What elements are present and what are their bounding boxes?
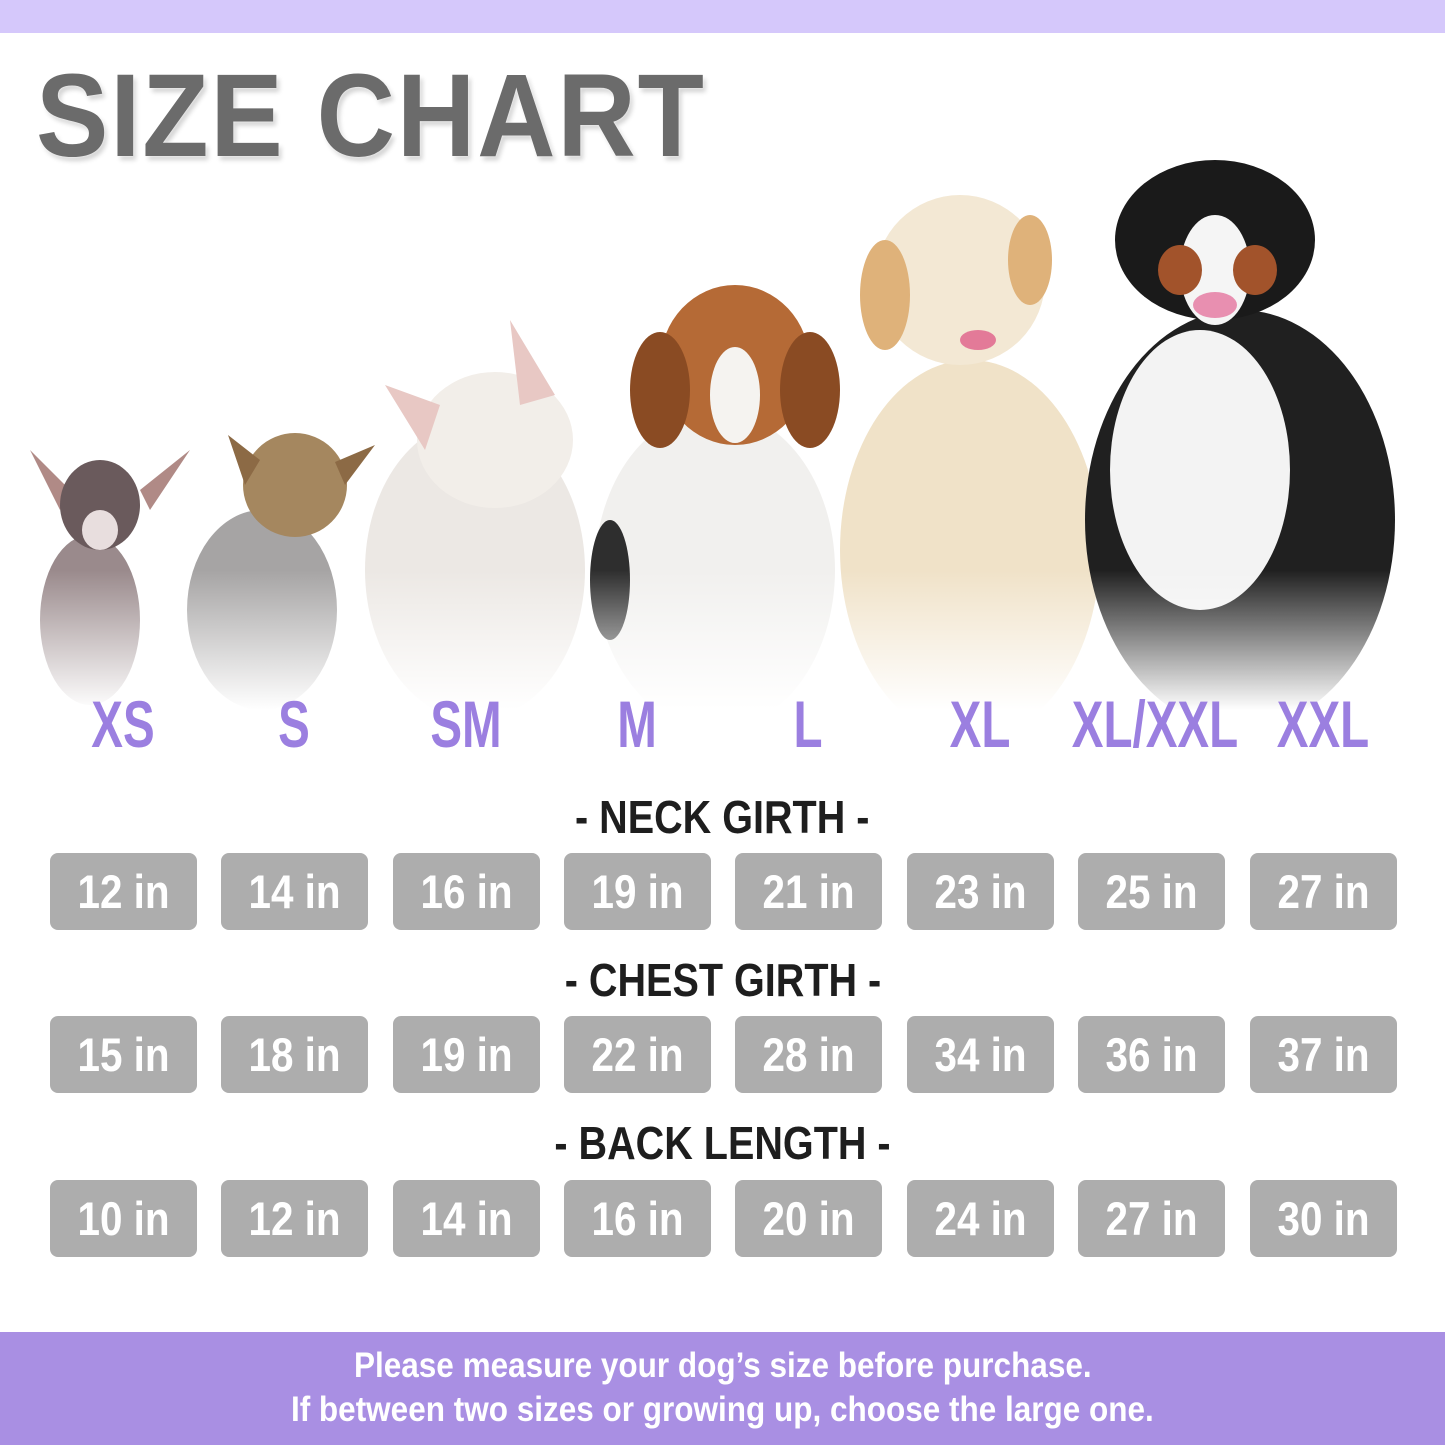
measurement-value: 10 in <box>77 1192 170 1245</box>
measurement-value: 37 in <box>1277 1028 1370 1081</box>
measurement-cell: 12 in <box>221 1180 368 1257</box>
measurement-value: 27 in <box>1105 1192 1198 1245</box>
measurement-value: 19 in <box>591 865 684 918</box>
measurement-cell: 28 in <box>735 1016 882 1093</box>
measurement-cell: 19 in <box>393 1016 540 1093</box>
measurement-value: 25 in <box>1105 865 1198 918</box>
measurement-cell: 21 in <box>735 853 882 930</box>
measurement-value: 16 in <box>591 1192 684 1245</box>
measurement-value: 12 in <box>248 1192 341 1245</box>
measurement-value: 23 in <box>934 865 1027 918</box>
size-label: XL/XXL <box>1071 687 1239 761</box>
measurement-value: 14 in <box>248 865 341 918</box>
measurement-cell: 23 in <box>907 853 1054 930</box>
measurement-cell: 14 in <box>221 853 368 930</box>
top-band <box>0 0 1445 33</box>
footer-line-1: Please measure your dog’s size before pu… <box>353 1346 1092 1385</box>
measurement-value: 28 in <box>762 1028 855 1081</box>
measurement-value: 18 in <box>248 1028 341 1081</box>
measurement-value: 22 in <box>591 1028 684 1081</box>
measurement-value: 16 in <box>420 865 513 918</box>
measurement-value: 36 in <box>1105 1028 1198 1081</box>
measurement-value: 34 in <box>934 1028 1027 1081</box>
row-heading: - NECK GIRTH - <box>0 790 1445 844</box>
measurement-cell: 19 in <box>564 853 711 930</box>
measurement-value: 20 in <box>762 1192 855 1245</box>
measurement-cell: 30 in <box>1250 1180 1397 1257</box>
measurement-value: 27 in <box>1277 865 1370 918</box>
measurement-value: 14 in <box>420 1192 513 1245</box>
size-label: M <box>617 687 657 761</box>
footer-note: Please measure your dog’s size before pu… <box>0 1332 1445 1445</box>
size-label: XL <box>949 687 1011 761</box>
row-heading-text: - CHEST GIRTH - <box>564 954 881 1006</box>
measurement-cell: 22 in <box>564 1016 711 1093</box>
measurement-cell: 24 in <box>907 1180 1054 1257</box>
measurement-cell: 27 in <box>1250 853 1397 930</box>
measurement-value: 24 in <box>934 1192 1027 1245</box>
measurement-cell: 16 in <box>564 1180 711 1257</box>
size-label: XXL <box>1276 687 1370 761</box>
size-label: XS <box>91 687 155 761</box>
measurement-cell: 14 in <box>393 1180 540 1257</box>
row-heading: - CHEST GIRTH - <box>0 953 1445 1007</box>
measurement-cell: 15 in <box>50 1016 197 1093</box>
measurement-cell: 37 in <box>1250 1016 1397 1093</box>
measurement-cell: 10 in <box>50 1180 197 1257</box>
measurement-cell: 34 in <box>907 1016 1054 1093</box>
measurement-value: 19 in <box>420 1028 513 1081</box>
size-label: S <box>278 687 310 761</box>
row-heading: - BACK LENGTH - <box>0 1116 1445 1170</box>
measurement-cell: 16 in <box>393 853 540 930</box>
measurement-cell: 36 in <box>1078 1016 1225 1093</box>
dog-photos <box>0 150 1445 710</box>
size-label: L <box>793 687 823 761</box>
row-heading-text: - NECK GIRTH - <box>575 791 870 843</box>
measurement-value: 21 in <box>762 865 855 918</box>
measurement-cell: 25 in <box>1078 853 1225 930</box>
measurement-value: 12 in <box>77 865 170 918</box>
measurement-cell: 27 in <box>1078 1180 1225 1257</box>
footer-line-2: If between two sizes or growing up, choo… <box>291 1390 1154 1429</box>
measurement-cell: 18 in <box>221 1016 368 1093</box>
measurement-cell: 12 in <box>50 853 197 930</box>
measurement-value: 30 in <box>1277 1192 1370 1245</box>
measurement-value: 15 in <box>77 1028 170 1081</box>
size-label: SM <box>430 687 502 761</box>
measurement-cell: 20 in <box>735 1180 882 1257</box>
row-heading-text: - BACK LENGTH - <box>554 1117 891 1169</box>
